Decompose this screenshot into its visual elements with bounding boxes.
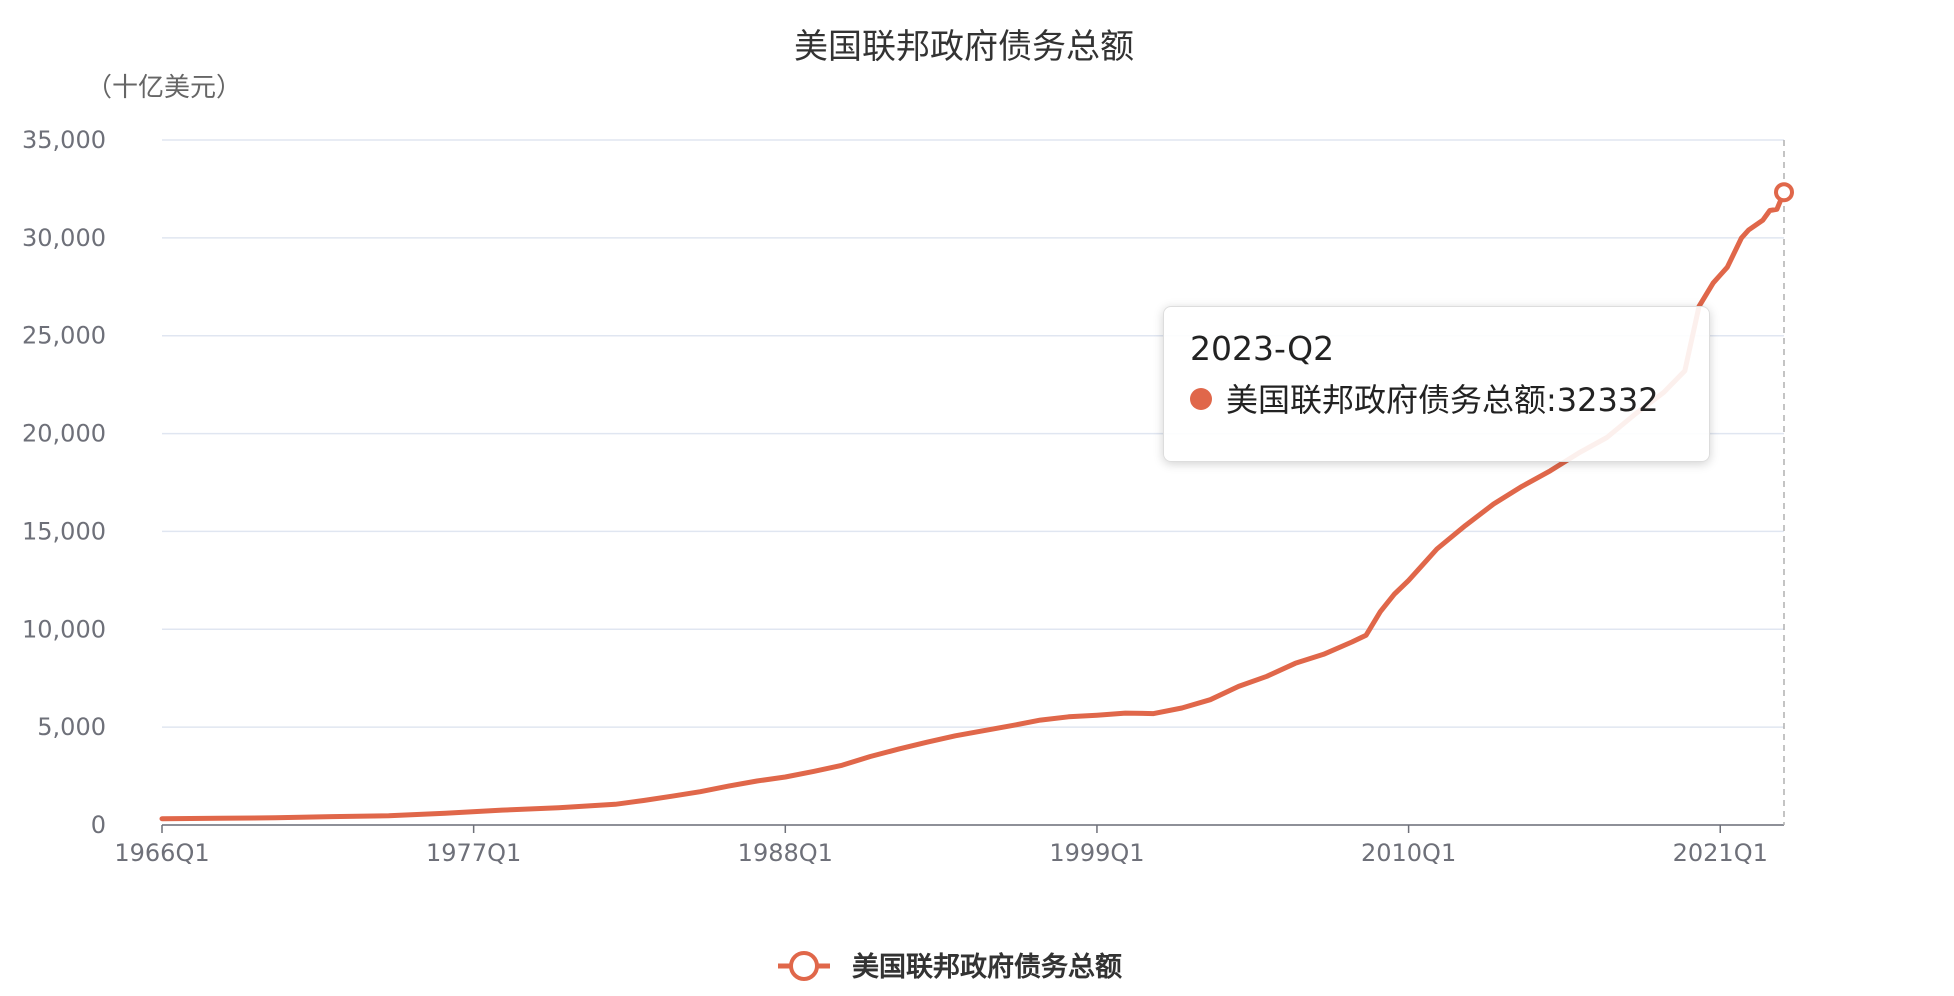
x-tick-label: 1988Q1 [738, 839, 833, 867]
x-tick-label: 1966Q1 [114, 839, 209, 867]
y-tick-label: 30,000 [22, 224, 106, 252]
y-axis-tick-labels: 0 5,000 10,000 15,000 20,000 25,000 30,000 35,0… [22, 126, 106, 839]
grid-lines [162, 139, 1784, 826]
chart-tooltip: 2023-Q2 美国联邦政府债务总额:32332 [1163, 306, 1710, 462]
x-axis: 1966Q1 1977Q1 1988Q1 1999Q1 2010Q1 2021Q1 [114, 824, 1784, 867]
x-tick-label: 1977Q1 [426, 839, 521, 867]
y-tick-label: 15,000 [22, 517, 106, 545]
tooltip-header: 2023-Q2 [1190, 329, 1335, 368]
y-tick-label: 20,000 [22, 420, 106, 448]
series-line[interactable] [159, 189, 1787, 822]
tooltip-series-dot-icon [1190, 388, 1212, 410]
y-tick-label: 0 [91, 811, 106, 839]
x-tick-label: 2021Q1 [1673, 839, 1768, 867]
y-tick-label: 25,000 [22, 322, 106, 350]
y-tick-label: 5,000 [37, 713, 106, 741]
tooltip-series-name: 美国联邦政府债务总额 [1226, 381, 1547, 419]
y-tick-label: 10,000 [22, 615, 106, 643]
x-tick-label: 1999Q1 [1049, 839, 1144, 867]
legend-circle-icon [789, 951, 819, 981]
legend[interactable]: 美国联邦政府债务总额 [778, 951, 1122, 983]
tooltip-value: 32332 [1556, 381, 1659, 419]
x-tick-label: 2010Q1 [1361, 839, 1456, 867]
legend-label: 美国联邦政府债务总额 [852, 951, 1122, 983]
y-axis-unit-label: （十亿美元） [86, 73, 242, 103]
tooltip-row: 美国联邦政府债务总额:32332 [1190, 377, 1683, 423]
tooltip-separator: : [1546, 381, 1557, 419]
chart-title: 美国联邦政府债务总额 [794, 27, 1134, 67]
y-tick-label: 35,000 [22, 126, 106, 154]
hovered-data-point[interactable] [1774, 182, 1794, 203]
